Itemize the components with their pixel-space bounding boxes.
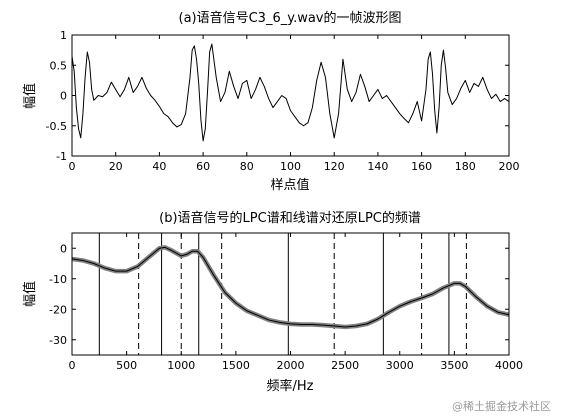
spectrum-xtick-1: 500: [116, 359, 137, 372]
waveform-xtick-7: 140: [367, 160, 388, 173]
waveform-xtick-2: 40: [152, 160, 166, 173]
spectrum-series-0: [72, 245, 509, 330]
spectrum-xtick-6: 3000: [386, 359, 414, 372]
waveform-ytick-4: 1: [60, 29, 67, 42]
waveform-title: (a)语音信号C3_6_y.wav的一帧波形图: [179, 10, 402, 26]
spectrum-ylabel: 幅值: [22, 281, 38, 307]
spectrum-xtick-2: 1000: [167, 359, 195, 372]
waveform-plot: (a)语音信号C3_6_y.wav的一帧波形图 0 20 40 60 80 100 120 1…: [22, 10, 520, 193]
spectrum-ytick-0: -30: [49, 334, 67, 347]
waveform-xtick-9: 180: [455, 160, 476, 173]
waveform-ylabel: 幅值: [22, 83, 38, 109]
waveform-xtick-3: 60: [196, 160, 210, 173]
waveform-ticks: 0 20 40 60 80 100 120 140 160 180 200 -1 -0.5 0 0.5 1: [46, 29, 520, 173]
spectrum-xtick-3: 1500: [222, 359, 250, 372]
waveform-xtick-4: 80: [240, 160, 254, 173]
spectrum-plot: (b)语音信号的LPC谱和线谱对还原LPC的频谱 0 500 1000 1500 200…: [22, 210, 523, 394]
waveform-series-0: [72, 43, 509, 142]
waveform-xtick-0: 0: [69, 160, 76, 173]
spectrum-plot-area: [72, 233, 509, 355]
waveform-plot-area: [72, 43, 509, 142]
waveform-xtick-6: 120: [324, 160, 345, 173]
waveform-xtick-8: 160: [411, 160, 432, 173]
spectrum-series-1: [72, 246, 509, 328]
waveform-xtick-10: 200: [499, 160, 520, 173]
waveform-ytick-2: 0: [60, 90, 67, 103]
spectrum-xlabel: 频率/Hz: [267, 378, 314, 394]
waveform-xtick-1: 20: [109, 160, 123, 173]
waveform-ytick-1: -0.5: [46, 120, 67, 133]
spectrum-ytick-1: -20: [49, 303, 67, 316]
spectrum-xtick-4: 2000: [277, 359, 305, 372]
spectrum-title: (b)语音信号的LPC谱和线谱对还原LPC的频谱: [159, 210, 421, 226]
spectrum-ytick-3: 0: [60, 242, 67, 255]
spectrum-ticks: 0 500 1000 1500 2000 2500 3000 3500 4000 -30 -20 -1…: [49, 233, 523, 372]
waveform-xtick-5: 100: [280, 160, 301, 173]
spectrum-xtick-8: 4000: [495, 359, 523, 372]
spectrum-xtick-7: 3500: [440, 359, 468, 372]
spectrum-xtick-0: 0: [69, 359, 76, 372]
waveform-ytick-0: -1: [56, 150, 67, 163]
waveform-ytick-3: 0.5: [50, 59, 68, 72]
spectrum-axes-box: [71, 232, 510, 356]
spectrum-ytick-2: -10: [49, 273, 67, 286]
spectrum-xtick-5: 2500: [331, 359, 359, 372]
waveform-xlabel: 样点值: [270, 177, 309, 193]
watermark-text: @稀土掘金技术社区: [452, 400, 551, 413]
